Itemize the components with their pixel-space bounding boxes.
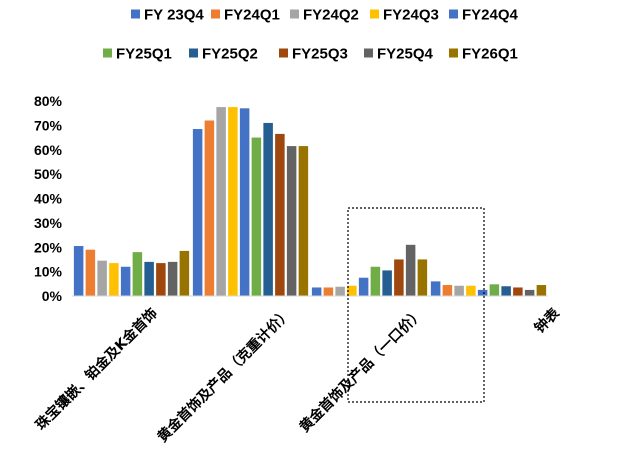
legend-label: FY26Q1 bbox=[462, 46, 518, 63]
y-tick-label: 20% bbox=[34, 239, 63, 255]
legend-label: FY25Q1 bbox=[116, 46, 172, 63]
y-tick-label: 60% bbox=[34, 142, 63, 158]
y-tick-label: 80% bbox=[34, 93, 63, 109]
bar bbox=[132, 252, 143, 297]
bar bbox=[286, 146, 297, 296]
bar bbox=[477, 289, 488, 296]
legend-swatch bbox=[370, 9, 379, 19]
bar bbox=[216, 107, 226, 296]
y-tick-label: 10% bbox=[34, 264, 63, 280]
legend-swatch bbox=[131, 9, 140, 19]
y-tick-label: 70% bbox=[34, 117, 63, 133]
x-category-label: 黄金首饰及产品（克重计价） bbox=[154, 305, 295, 446]
bar bbox=[120, 266, 131, 296]
bar bbox=[323, 287, 334, 296]
legend-swatch bbox=[103, 48, 112, 58]
bar bbox=[489, 284, 500, 296]
bar bbox=[263, 122, 273, 296]
bar bbox=[430, 281, 441, 297]
bar bbox=[204, 120, 215, 296]
bar bbox=[394, 259, 404, 296]
bar bbox=[167, 261, 178, 297]
legend-label: FY24Q4 bbox=[462, 7, 519, 24]
chart-legend: FY 23Q4 FY24Q1 FY24Q2 FY24Q3 FY24Q4 FY25Q1 FY2… bbox=[103, 7, 519, 63]
legend-swatch bbox=[290, 9, 299, 19]
legend-swatch bbox=[189, 48, 198, 58]
bar bbox=[335, 286, 345, 296]
bar bbox=[358, 277, 369, 296]
bar bbox=[524, 289, 535, 296]
y-tick-label: 0% bbox=[42, 288, 63, 304]
bar bbox=[501, 286, 511, 296]
bar bbox=[513, 287, 523, 296]
legend-swatch bbox=[449, 48, 458, 58]
y-axis: 0% 10% 20% 30% 40% 50% 60% 70% 80% bbox=[34, 93, 63, 304]
bar bbox=[275, 133, 285, 296]
x-category-label: 珠宝镶嵌、铂金及K金首饰 bbox=[32, 305, 161, 434]
bar bbox=[382, 270, 392, 296]
bar bbox=[405, 244, 416, 296]
bar bbox=[85, 249, 96, 296]
legend-label: FY 23Q4 bbox=[144, 7, 204, 24]
bar bbox=[73, 246, 84, 296]
bar bbox=[251, 137, 262, 296]
legend-swatch bbox=[279, 48, 288, 58]
legend-label: FY25Q4 bbox=[377, 46, 434, 63]
bar bbox=[311, 287, 322, 296]
bar bbox=[239, 108, 250, 296]
bar bbox=[298, 146, 309, 296]
highlight-box bbox=[347, 207, 485, 403]
bar bbox=[454, 285, 464, 296]
y-tick-label: 40% bbox=[34, 191, 63, 207]
y-tick-label: 50% bbox=[34, 166, 63, 182]
bar bbox=[466, 285, 476, 296]
bar bbox=[347, 285, 357, 296]
bar bbox=[536, 285, 547, 296]
bar bbox=[179, 250, 190, 296]
legend-label: FY25Q2 bbox=[202, 46, 258, 63]
legend-swatch bbox=[211, 9, 220, 19]
bar bbox=[442, 285, 453, 296]
legend-label: FY25Q3 bbox=[292, 46, 348, 63]
bar bbox=[417, 259, 428, 296]
legend-label: FY24Q3 bbox=[383, 7, 439, 24]
x-category-label: 黄金首饰及产品（一口价） bbox=[296, 305, 427, 436]
x-category-label: 钟表 bbox=[531, 304, 564, 337]
legend-label: FY24Q2 bbox=[303, 7, 359, 24]
legend-label: FY24Q1 bbox=[224, 7, 280, 24]
bar bbox=[228, 107, 238, 296]
legend-swatch bbox=[449, 9, 458, 19]
bar bbox=[370, 266, 381, 296]
bar bbox=[109, 263, 119, 296]
bar bbox=[144, 261, 154, 297]
y-tick-label: 30% bbox=[34, 215, 63, 231]
legend-swatch bbox=[364, 48, 373, 58]
bars-group bbox=[73, 107, 547, 297]
bar bbox=[156, 263, 166, 296]
bar bbox=[97, 260, 107, 296]
bar bbox=[192, 129, 203, 296]
